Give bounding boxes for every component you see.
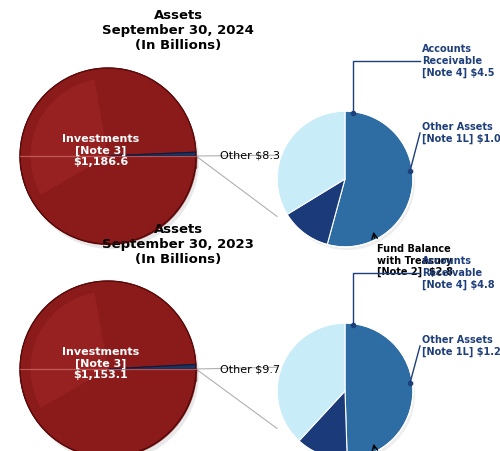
Wedge shape — [299, 391, 347, 451]
Text: Assets
September 30, 2024
(In Billions): Assets September 30, 2024 (In Billions) — [102, 9, 254, 52]
Polygon shape — [30, 80, 108, 195]
Text: Other Assets
[Note 1L] $1.0: Other Assets [Note 1L] $1.0 — [422, 122, 500, 144]
Wedge shape — [287, 179, 345, 244]
Text: Investments
[Note 3]
$1,153.1: Investments [Note 3] $1,153.1 — [62, 347, 140, 381]
Wedge shape — [345, 323, 413, 451]
Text: Other $8.3: Other $8.3 — [220, 151, 280, 161]
Text: Other $9.7: Other $9.7 — [220, 364, 280, 374]
Wedge shape — [277, 323, 345, 441]
Text: Accounts
Receivable
[Note 4] $4.5: Accounts Receivable [Note 4] $4.5 — [422, 44, 494, 78]
Polygon shape — [20, 68, 196, 244]
Text: Other Assets
[Note 1L] $1.2: Other Assets [Note 1L] $1.2 — [422, 335, 500, 357]
Polygon shape — [30, 293, 108, 408]
Polygon shape — [108, 364, 196, 369]
Text: Accounts
Receivable
[Note 4] $4.8: Accounts Receivable [Note 4] $4.8 — [422, 256, 494, 290]
Wedge shape — [327, 111, 413, 247]
Polygon shape — [108, 152, 196, 156]
Ellipse shape — [279, 114, 415, 250]
Ellipse shape — [279, 326, 415, 451]
Text: Investments
[Note 3]
$1,186.6: Investments [Note 3] $1,186.6 — [62, 134, 140, 167]
Ellipse shape — [23, 73, 199, 249]
Polygon shape — [20, 281, 196, 451]
Ellipse shape — [23, 286, 199, 451]
Text: Fund Balance
with Treasury
[Note 2]  $2.8: Fund Balance with Treasury [Note 2] $2.8 — [377, 244, 453, 277]
Wedge shape — [277, 111, 345, 215]
Text: Assets
September 30, 2023
(In Billions): Assets September 30, 2023 (In Billions) — [102, 223, 254, 266]
